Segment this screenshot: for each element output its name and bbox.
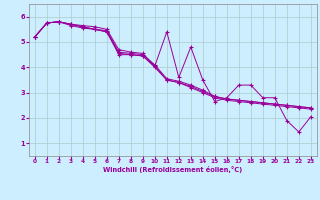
- X-axis label: Windchill (Refroidissement éolien,°C): Windchill (Refroidissement éolien,°C): [103, 166, 243, 173]
